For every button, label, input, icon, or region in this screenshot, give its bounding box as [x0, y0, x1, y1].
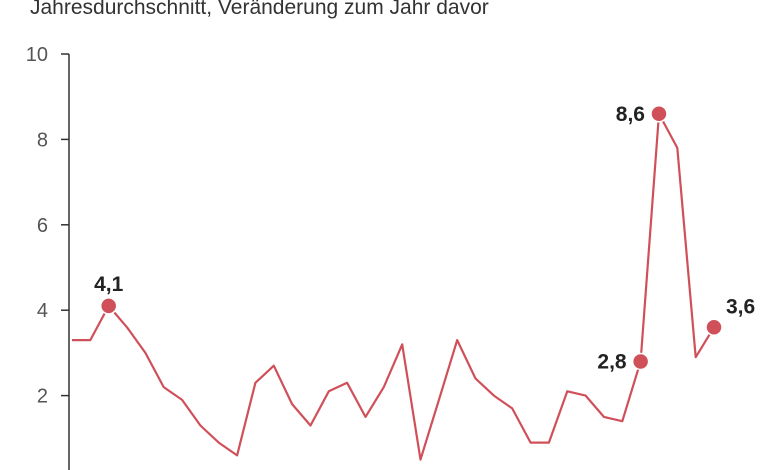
data-label: 4,1 [94, 273, 124, 296]
series-line-layer [72, 112, 715, 461]
chart-subtitle: Jahresdurchschnitt, Veränderung zum Jahr… [30, 0, 489, 19]
y-tick-label: 10 [26, 44, 48, 66]
y-tick-label: 4 [37, 300, 48, 322]
data-label: 8,6 [616, 103, 645, 126]
y-tick-label: 6 [37, 215, 48, 237]
data-label: 3,6 [726, 295, 755, 318]
series-line [72, 112, 715, 461]
data-point-marker [99, 297, 118, 315]
y-tick-label: 8 [37, 129, 48, 151]
data-point-marker [705, 318, 723, 337]
data-point-marker [650, 105, 668, 123]
data-point-marker [631, 352, 650, 371]
data-label-layer: 4,1 2,8 8,6 3,6 [94, 103, 755, 374]
y-tick-label: 2 [37, 386, 48, 408]
marker-layer [99, 105, 723, 371]
data-label: 2,8 [597, 350, 627, 373]
y-axis: 2 4 6 8 10 [26, 44, 70, 470]
